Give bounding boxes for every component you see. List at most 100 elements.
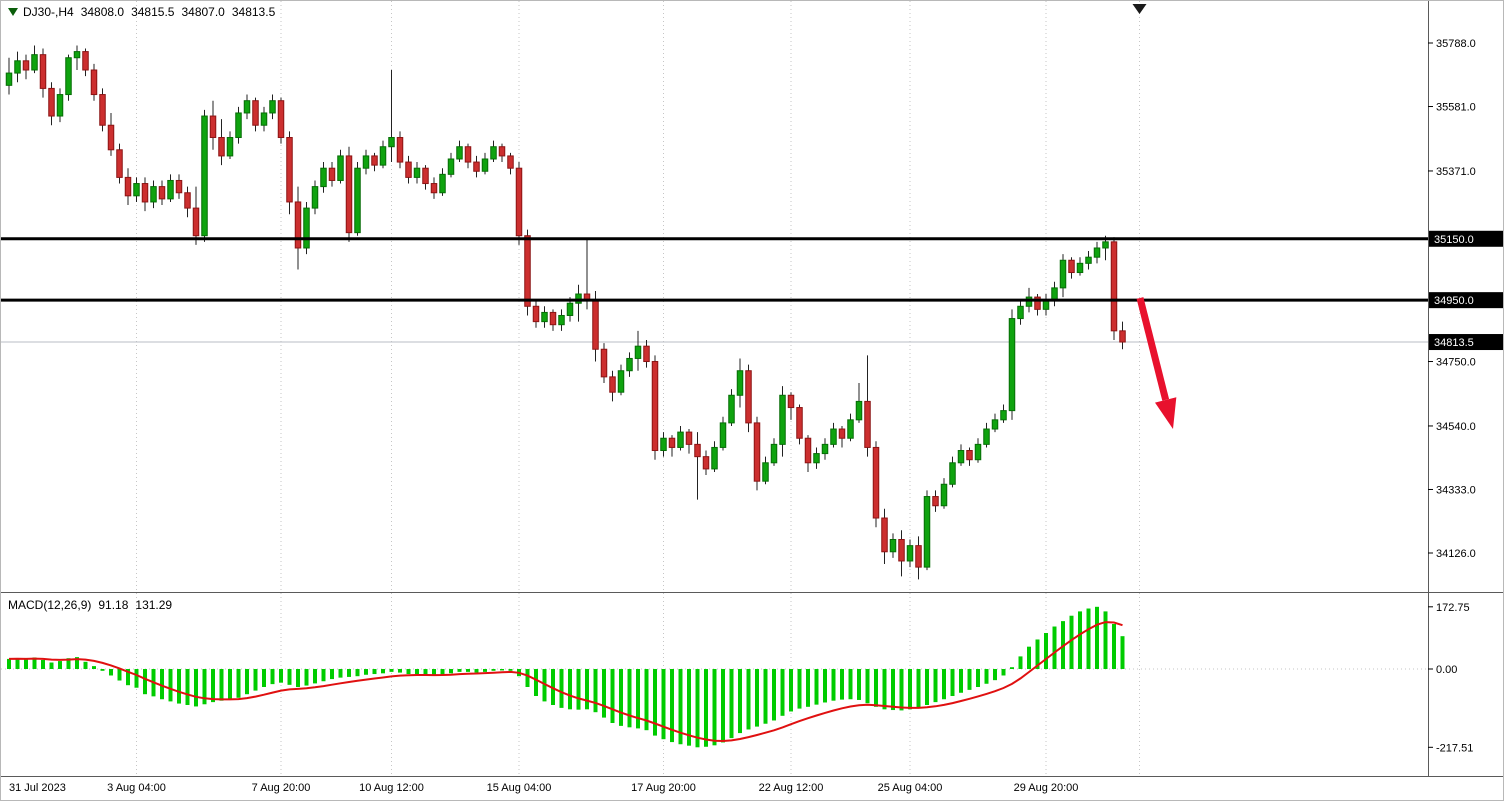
macd-histogram-bar [440,669,445,675]
bear-candle [702,456,710,470]
bull-candle [320,167,327,188]
macd-histogram-bar [874,669,878,707]
bear-candle [524,235,531,307]
indicator-name: MACD(12,26,9) [8,598,92,612]
macd-histogram-bar [381,669,385,674]
bull-candle [269,100,276,114]
macd-histogram-bar [950,669,955,696]
bear-candle [464,146,472,163]
macd-histogram-bar [415,669,419,675]
macd-histogram-bar [1112,624,1116,669]
bear-candle [218,137,225,157]
bull-candle [201,115,208,237]
macd-histogram-bar [236,669,241,698]
time-axis-label: 31 Jul 2023 [9,782,66,794]
price-axis-label: 35371.0 [1436,166,1476,178]
bull-candle [1102,241,1109,249]
macd-signal-line [8,621,1123,743]
bull-candle [456,146,463,160]
macd-histogram-bar [134,669,139,688]
bear-candle [141,183,149,203]
macd-histogram-bar [1027,646,1031,669]
down-arrow-annotation-shaft[interactable] [1136,297,1170,401]
macd-histogram-bar [576,669,581,710]
bull-candle [770,443,778,464]
macd-histogram-bar [1044,633,1048,669]
bull-candle [1008,318,1016,412]
bear-candle [158,186,166,200]
bull-candle [150,186,157,203]
chart-shift-marker-icon[interactable] [1132,4,1147,14]
bull-candle [847,419,854,439]
macd-histogram-bar [1035,639,1040,669]
macd-histogram-bar [551,669,555,705]
macd-histogram-bar [602,669,606,718]
bear-candle [507,155,514,169]
bear-candle [498,146,506,157]
bear-candle [932,496,939,507]
macd-histogram-bar [491,669,496,671]
macd-histogram-bar [984,669,989,684]
bull-candle [617,370,625,393]
macd-histogram-bar [644,669,649,731]
bear-candle [99,94,106,126]
macd-histogram-bar [287,669,292,685]
macd-histogram-bar [1018,656,1023,669]
bear-candle [371,155,378,166]
bull-candle [379,146,387,166]
price-axis-label: 34333.0 [1436,484,1476,496]
bear-candle [175,179,183,194]
price-axis-label: 34750.0 [1436,357,1476,369]
macd-histogram-bar [500,669,504,671]
bear-candle [532,305,540,323]
macd-histogram-bar [593,669,598,713]
bull-candle [1085,256,1092,264]
bear-candle [915,545,922,568]
bear-candle [39,54,47,89]
bull-candle [855,400,863,421]
time-axis-label: 7 Aug 20:00 [252,782,311,794]
macd-histogram-bar [117,669,122,681]
indicator-signal-value: 131.29 [135,598,173,612]
bear-candle [209,115,217,139]
macd-histogram-bar [814,669,819,705]
macd-histogram-bar [678,669,683,745]
bear-candle [515,167,523,237]
bull-candle [949,462,956,485]
bear-candle [643,345,650,363]
bull-candle [1000,410,1007,421]
macd-histogram-bar [355,669,360,677]
bull-candle [1093,247,1101,258]
bear-candle [430,183,438,194]
macd-histogram-bar [126,669,130,686]
macd-histogram-bar [712,669,717,746]
macd-histogram-bar [627,669,632,728]
macd-histogram-bar [100,669,105,671]
macd-histogram-bar [797,669,802,709]
down-arrow-annotation-head[interactable] [1155,397,1177,429]
bear-candle [898,538,905,562]
macd-histogram-bar [423,669,428,675]
bull-candle [362,155,370,169]
macd-histogram-bar [143,669,147,695]
bear-candle [22,60,30,71]
price-axis-label: 35788.0 [1436,38,1476,50]
macd-histogram-bar [619,669,623,726]
macd-histogram-bar [83,661,88,669]
bull-candle [226,137,234,157]
quote-high-value: 34815.5 [131,5,175,19]
bull-candle [481,158,489,172]
symbol-timeframe-label: DJ30-,H4 [23,5,74,19]
bear-candle [328,167,336,181]
bear-candle [405,161,412,178]
bull-candle [1051,287,1058,301]
indicator-macd-value: 91.18 [98,598,129,612]
macd-histogram-bar [1001,669,1006,676]
symbol-dropdown-icon[interactable] [8,8,18,16]
macd-histogram-bar [160,669,164,700]
macd-histogram-bar [202,669,207,705]
bull-candle [1025,296,1033,307]
macd-histogram-bar [1052,626,1057,669]
macd-histogram-bar [1103,611,1108,669]
